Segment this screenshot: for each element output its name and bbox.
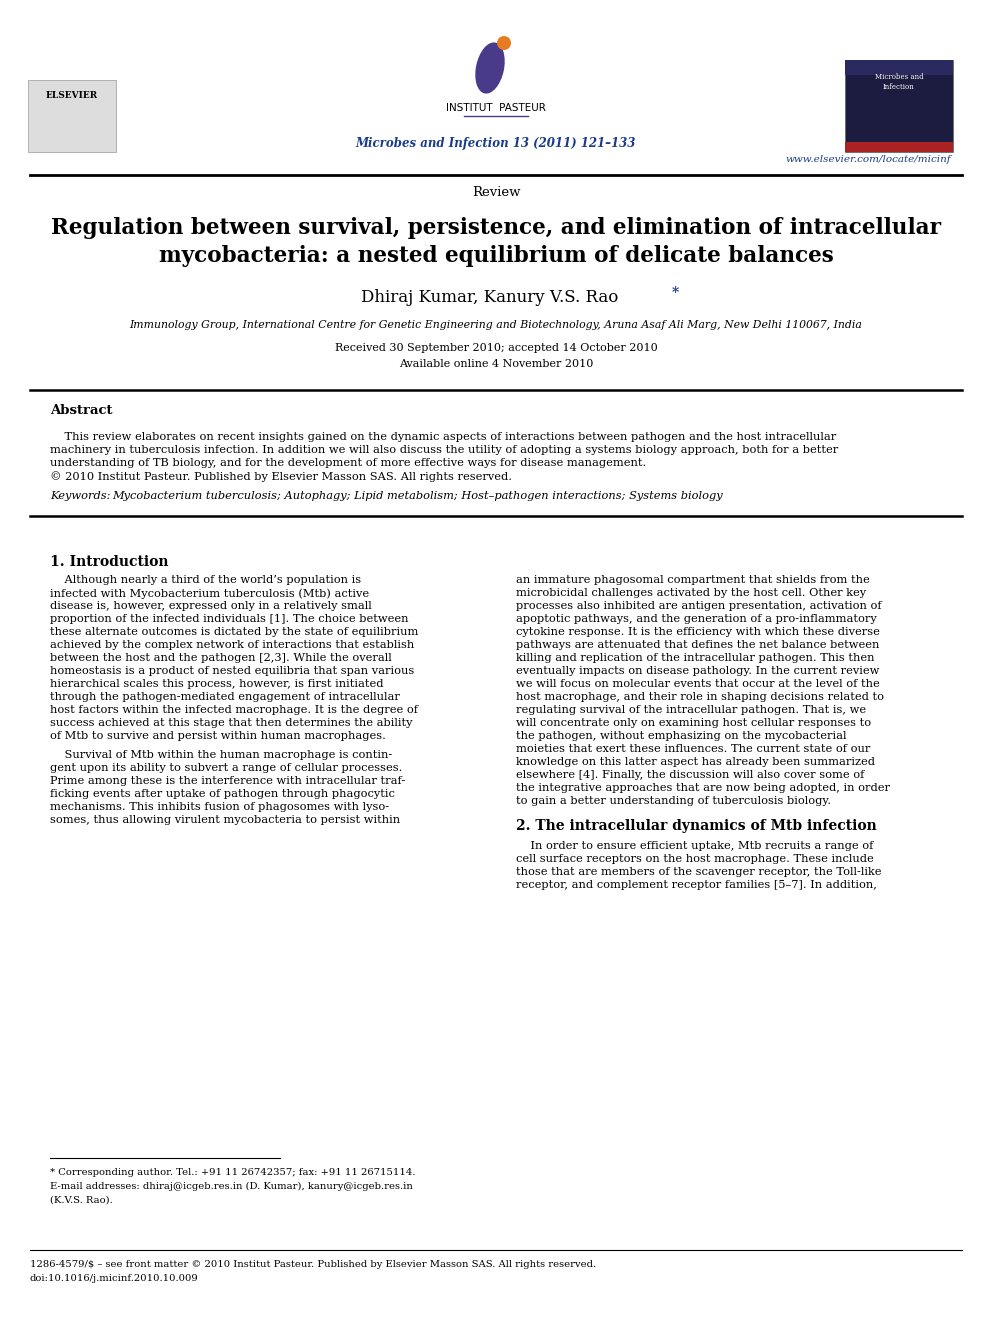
Text: those that are members of the scavenger receptor, the Toll-like: those that are members of the scavenger … — [516, 867, 882, 877]
Text: killing and replication of the intracellular pathogen. This then: killing and replication of the intracell… — [516, 654, 875, 663]
Text: apoptotic pathways, and the generation of a pro-inflammatory: apoptotic pathways, and the generation o… — [516, 614, 877, 624]
Text: doi:10.1016/j.micinf.2010.10.009: doi:10.1016/j.micinf.2010.10.009 — [30, 1274, 198, 1283]
Circle shape — [497, 36, 511, 50]
Text: E-mail addresses: dhiraj@icgeb.res.in (D. Kumar), kanury@icgeb.res.in: E-mail addresses: dhiraj@icgeb.res.in (D… — [50, 1181, 413, 1191]
Text: hierarchical scales this process, however, is first initiated: hierarchical scales this process, howeve… — [50, 679, 384, 689]
Text: cytokine response. It is the efficiency with which these diverse: cytokine response. It is the efficiency … — [516, 627, 880, 636]
Text: © 2010 Institut Pasteur. Published by Elsevier Masson SAS. All rights reserved.: © 2010 Institut Pasteur. Published by El… — [50, 471, 512, 482]
Text: Survival of Mtb within the human macrophage is contin-: Survival of Mtb within the human macroph… — [50, 750, 392, 759]
Text: Microbes and Infection 13 (2011) 121–133: Microbes and Infection 13 (2011) 121–133 — [356, 136, 636, 149]
Text: cell surface receptors on the host macrophage. These include: cell surface receptors on the host macro… — [516, 855, 874, 864]
FancyBboxPatch shape — [845, 60, 953, 152]
Text: somes, thus allowing virulent mycobacteria to persist within: somes, thus allowing virulent mycobacter… — [50, 815, 400, 826]
Text: Prime among these is the interference with intracellular traf-: Prime among these is the interference wi… — [50, 777, 406, 786]
Text: machinery in tuberculosis infection. In addition we will also discuss the utilit: machinery in tuberculosis infection. In … — [50, 445, 838, 455]
Text: through the pathogen-mediated engagement of intracellular: through the pathogen-mediated engagement… — [50, 692, 400, 703]
Text: processes also inhibited are antigen presentation, activation of: processes also inhibited are antigen pre… — [516, 601, 882, 611]
Text: the pathogen, without emphasizing on the mycobacterial: the pathogen, without emphasizing on the… — [516, 732, 846, 741]
Text: these alternate outcomes is dictated by the state of equilibrium: these alternate outcomes is dictated by … — [50, 627, 419, 636]
Text: achieved by the complex network of interactions that establish: achieved by the complex network of inter… — [50, 640, 415, 650]
Text: success achieved at this stage that then determines the ability: success achieved at this stage that then… — [50, 718, 413, 728]
Text: will concentrate only on examining host cellular responses to: will concentrate only on examining host … — [516, 718, 871, 728]
Text: of Mtb to survive and persist within human macrophages.: of Mtb to survive and persist within hum… — [50, 732, 386, 741]
Text: Available online 4 November 2010: Available online 4 November 2010 — [399, 359, 593, 369]
Text: regulating survival of the intracellular pathogen. That is, we: regulating survival of the intracellular… — [516, 705, 866, 714]
Text: gent upon its ability to subvert a range of cellular processes.: gent upon its ability to subvert a range… — [50, 763, 403, 773]
Text: moieties that exert these influences. The current state of our: moieties that exert these influences. Th… — [516, 744, 870, 754]
Text: receptor, and complement receptor families [5–7]. In addition,: receptor, and complement receptor famili… — [516, 880, 877, 890]
Text: 2. The intracellular dynamics of Mtb infection: 2. The intracellular dynamics of Mtb inf… — [516, 819, 877, 833]
Text: host macrophage, and their role in shaping decisions related to: host macrophage, and their role in shapi… — [516, 692, 884, 703]
Text: we will focus on molecular events that occur at the level of the: we will focus on molecular events that o… — [516, 679, 880, 689]
Text: eventually impacts on disease pathology. In the current review: eventually impacts on disease pathology.… — [516, 665, 879, 676]
Text: Review: Review — [472, 185, 520, 198]
Text: elsewhere [4]. Finally, the discussion will also cover some of: elsewhere [4]. Finally, the discussion w… — [516, 770, 864, 781]
Text: Immunology Group, International Centre for Genetic Engineering and Biotechnology: Immunology Group, International Centre f… — [130, 320, 862, 329]
Text: ficking events after uptake of pathogen through phagocytic: ficking events after uptake of pathogen … — [50, 789, 395, 799]
Ellipse shape — [475, 42, 505, 94]
Text: *: * — [672, 286, 680, 300]
Text: between the host and the pathogen [2,3]. While the overall: between the host and the pathogen [2,3].… — [50, 654, 392, 663]
Text: Received 30 September 2010; accepted 14 October 2010: Received 30 September 2010; accepted 14 … — [334, 343, 658, 353]
Text: Abstract: Abstract — [50, 404, 112, 417]
Text: to gain a better understanding of tuberculosis biology.: to gain a better understanding of tuberc… — [516, 796, 831, 806]
Text: microbicidal challenges activated by the host cell. Other key: microbicidal challenges activated by the… — [516, 587, 866, 598]
Text: mycobacteria: a nested equilibrium of delicate balances: mycobacteria: a nested equilibrium of de… — [159, 245, 833, 267]
Text: host factors within the infected macrophage. It is the degree of: host factors within the infected macroph… — [50, 705, 418, 714]
Text: proportion of the infected individuals [1]. The choice between: proportion of the infected individuals [… — [50, 614, 409, 624]
Text: Dhiraj Kumar, Kanury V.S. Rao: Dhiraj Kumar, Kanury V.S. Rao — [361, 290, 619, 307]
Text: disease is, however, expressed only in a relatively small: disease is, however, expressed only in a… — [50, 601, 372, 611]
Text: 1. Introduction: 1. Introduction — [50, 556, 169, 569]
Text: ELSEVIER: ELSEVIER — [46, 90, 98, 99]
Text: pathways are attenuated that defines the net balance between: pathways are attenuated that defines the… — [516, 640, 879, 650]
Text: the integrative approaches that are now being adopted, in order: the integrative approaches that are now … — [516, 783, 890, 792]
Text: Keywords:: Keywords: — [50, 491, 114, 501]
Text: 1286-4579/$ – see front matter © 2010 Institut Pasteur. Published by Elsevier Ma: 1286-4579/$ – see front matter © 2010 In… — [30, 1259, 596, 1269]
Text: Regulation between survival, persistence, and elimination of intracellular: Regulation between survival, persistence… — [51, 217, 941, 239]
Text: understanding of TB biology, and for the development of more effective ways for : understanding of TB biology, and for the… — [50, 458, 646, 468]
Text: mechanisms. This inhibits fusion of phagosomes with lyso-: mechanisms. This inhibits fusion of phag… — [50, 802, 389, 812]
Text: (K.V.S. Rao).: (K.V.S. Rao). — [50, 1196, 113, 1205]
Text: INSTITUT  PASTEUR: INSTITUT PASTEUR — [446, 103, 546, 112]
Text: www.elsevier.com/locate/micinf: www.elsevier.com/locate/micinf — [786, 156, 950, 164]
Text: an immature phagosomal compartment that shields from the: an immature phagosomal compartment that … — [516, 576, 870, 585]
Text: knowledge on this latter aspect has already been summarized: knowledge on this latter aspect has alre… — [516, 757, 875, 767]
Text: Although nearly a third of the world’s population is: Although nearly a third of the world’s p… — [50, 576, 361, 585]
Text: * Corresponding author. Tel.: +91 11 26742357; fax: +91 11 26715114.: * Corresponding author. Tel.: +91 11 267… — [50, 1168, 416, 1177]
Text: infected with Mycobacterium tuberculosis (Mtb) active: infected with Mycobacterium tuberculosis… — [50, 587, 369, 598]
FancyBboxPatch shape — [28, 79, 116, 152]
Text: In order to ensure efficient uptake, Mtb recruits a range of: In order to ensure efficient uptake, Mtb… — [516, 841, 873, 851]
Text: This review elaborates on recent insights gained on the dynamic aspects of inter: This review elaborates on recent insight… — [50, 433, 836, 442]
FancyBboxPatch shape — [845, 142, 953, 152]
FancyBboxPatch shape — [845, 60, 953, 75]
Text: homeostasis is a product of nested equilibria that span various: homeostasis is a product of nested equil… — [50, 665, 415, 676]
Text: Microbes and
Infection: Microbes and Infection — [875, 73, 924, 91]
Text: Mycobacterium tuberculosis; Autophagy; Lipid metabolism; Host–pathogen interacti: Mycobacterium tuberculosis; Autophagy; L… — [112, 491, 722, 501]
